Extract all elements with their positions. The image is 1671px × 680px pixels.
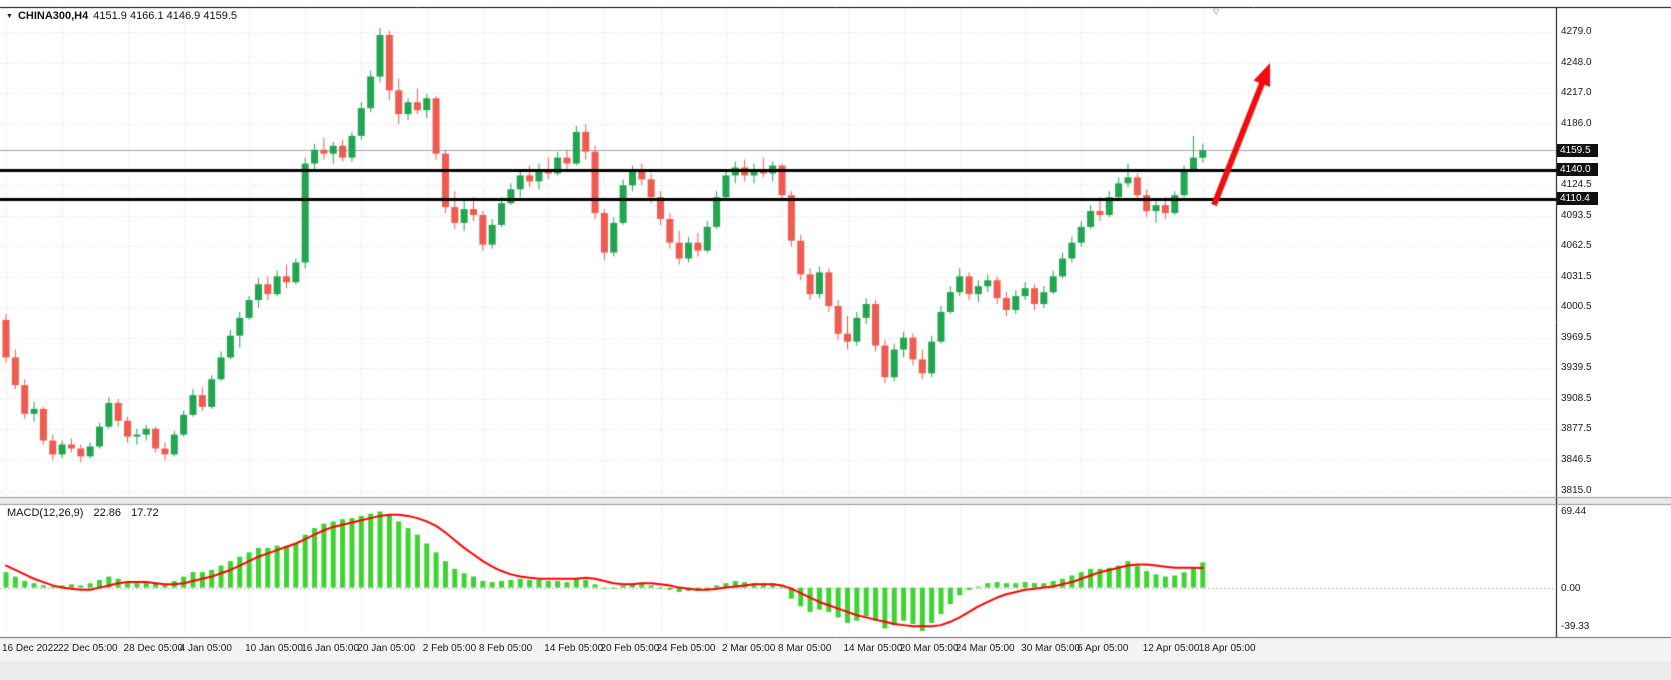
time-axis-label: 10 Jan 05:00	[245, 643, 303, 654]
time-axis-label: 8 Feb 05:00	[478, 643, 533, 654]
time-axis[interactable]: 16 Dec 2022 22 Dec 05:00 28 Dec 05:00 4 Jan…	[0, 641, 1556, 659]
time-axis-label: 2 Mar 05:00	[721, 643, 776, 654]
time-axis-label: 24 Mar 05:00	[955, 643, 1015, 654]
macd-axis-tick: 69.44	[1561, 506, 1587, 517]
time-axis-label: 16 Jan 05:00	[301, 643, 360, 654]
time-axis-label: 22 Dec 05:00	[58, 643, 118, 654]
price-axis-tick: 3908.5	[1561, 392, 1592, 404]
price-axis-tick: 3939.5	[1561, 361, 1592, 373]
chart-shift-marker-icon: ▽	[1213, 7, 1220, 16]
time-axis-label: 30 Mar 05:00	[1021, 643, 1081, 654]
macd-axis-tick: -39.33	[1561, 621, 1590, 632]
price-axis-tick: 4062.5	[1561, 240, 1592, 252]
price-axis-tick: 3846.5	[1561, 453, 1592, 465]
time-axis-label: 28 Dec 05:00	[123, 643, 184, 654]
time-axis-label: 20 Mar 05:00	[899, 643, 959, 654]
time-axis-label: 14 Mar 05:00	[843, 643, 903, 654]
symbol-timeframe-label: CHINA300,H4	[17, 10, 89, 22]
time-axis-label: 20 Feb 05:00	[600, 643, 660, 654]
price-axis-tick: 4000.5	[1561, 301, 1592, 313]
price-axis-tick: 4186.0	[1561, 117, 1592, 129]
macd-axis-tick: 0.00	[1561, 582, 1581, 594]
macd-value-label: 22.86	[93, 507, 122, 519]
price-axis-tick: 4248.0	[1561, 56, 1592, 68]
time-axis-label: 8 Mar 05:00	[778, 643, 832, 654]
time-axis-label: 20 Jan 05:00	[357, 643, 416, 654]
price-axis[interactable]: 4279.0 4248.0 4217.0 4186.0 4124.5 4093.5 4062…	[1556, 0, 1671, 680]
time-axis-label: 16 Dec 2022	[2, 643, 59, 654]
time-axis-label: 12 Apr 05:00	[1142, 643, 1200, 654]
price-axis-tick: 3815.0	[1561, 485, 1592, 496]
time-axis-label: 18 Apr 05:00	[1198, 643, 1256, 654]
price-axis-tick: 4093.5	[1561, 209, 1592, 221]
time-axis-label: 2 Feb 05:00	[422, 643, 477, 654]
symbol-dropdown-icon: ▼	[6, 12, 13, 20]
macd-signal-value-label: 17.72	[131, 507, 159, 519]
price-axis-tick: 4217.0	[1561, 87, 1592, 99]
price-badge: 4140.0	[1557, 163, 1598, 176]
price-axis-tick: 4031.5	[1561, 270, 1592, 282]
time-axis-label: 4 Jan 05:00	[179, 643, 232, 654]
chart-header: ▼ CHINA300,H4 4151.9 4166.1 4146.9 4159.…	[6, 10, 237, 22]
price-axis-tick: 4124.5	[1561, 178, 1592, 190]
ohlc-values-label: 4151.9 4166.1 4146.9 4159.5	[93, 10, 237, 22]
macd-name-label: MACD(12,26,9)	[7, 507, 84, 519]
price-axis-tick: 3969.5	[1561, 332, 1592, 344]
time-axis-label: 14 Feb 05:00	[544, 643, 604, 654]
price-badge: 4110.4	[1557, 192, 1598, 206]
price-axis-tick: 4279.0	[1561, 26, 1592, 37]
time-axis-label: 6 Apr 05:00	[1077, 643, 1129, 654]
price-badge: 4159.5	[1557, 143, 1598, 157]
macd-indicator-label: MACD(12,26,9) 22.86 17.72	[7, 507, 159, 519]
time-axis-label: 24 Feb 05:00	[656, 643, 716, 654]
price-axis-tick: 3877.5	[1561, 423, 1592, 435]
